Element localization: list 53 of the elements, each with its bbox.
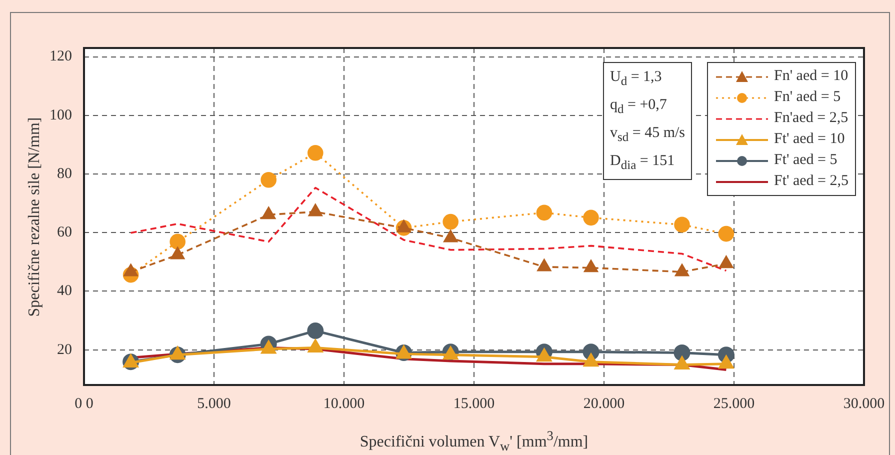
- point: [719, 256, 734, 268]
- point: [262, 206, 276, 220]
- point: [674, 216, 690, 233]
- point: [124, 264, 138, 276]
- x-axis-title: Specifični volumen V$_{w}$' [mm$^{3}$/mm]: [360, 428, 588, 455]
- point: [537, 259, 552, 272]
- y-tick-label: 40: [57, 283, 72, 300]
- point: [308, 340, 323, 353]
- x-tick-label: 25.000: [713, 396, 755, 412]
- annotation: q$_{d}$ = +0,7: [610, 96, 668, 118]
- x-tick-label: 15.000: [453, 396, 495, 412]
- point: [123, 354, 138, 368]
- point: [718, 356, 734, 369]
- point: [536, 204, 552, 221]
- point: [674, 356, 690, 370]
- x-tick-label: 5.000: [197, 396, 231, 412]
- point: [675, 264, 689, 276]
- point: [583, 210, 599, 226]
- point: [170, 246, 185, 260]
- point: [396, 220, 411, 232]
- point: [718, 226, 734, 242]
- y-tick-label: 60: [57, 224, 72, 241]
- point: [170, 234, 186, 250]
- point: [584, 354, 598, 367]
- point: [170, 346, 185, 360]
- x-tick-label: 10.000: [323, 396, 365, 412]
- y-tick-label: 120: [50, 48, 72, 65]
- legend-label: Ft' aed = 5: [774, 152, 838, 168]
- point: [308, 145, 324, 161]
- y-tick-label: 100: [50, 107, 72, 124]
- y-axis-title: Specifične rezalne sile [N/mm]: [26, 116, 44, 316]
- point: [442, 214, 458, 230]
- x-tick-label: 30.000: [843, 396, 885, 412]
- x-tick-label: 0 0: [74, 396, 94, 412]
- point: [536, 348, 552, 362]
- legend-label: Ft' aed = 2,5: [774, 173, 848, 189]
- y-tick-label: 80: [57, 166, 72, 182]
- annotation: v$_{sd}$ = 45 m/s: [610, 124, 686, 146]
- annotation: U$_{d}$ = 1,3: [610, 68, 663, 90]
- legend-label: Fn'aed = 2,5: [774, 110, 848, 126]
- x-tick-label: 20.000: [583, 396, 625, 412]
- legend-label: Fn' aed = 5: [774, 89, 841, 105]
- legend-label: Ft' aed = 10: [774, 131, 845, 147]
- point: [584, 260, 598, 272]
- y-tick-label: 20: [57, 342, 72, 358]
- point: [260, 172, 276, 188]
- point: [308, 204, 322, 216]
- legend-label: Fn' aed = 10: [774, 68, 848, 84]
- point: [444, 230, 458, 242]
- point: [261, 340, 276, 354]
- annotation: D$_{dia}$ = 151: [610, 152, 676, 174]
- line-series: [130, 186, 728, 272]
- point: [443, 346, 458, 360]
